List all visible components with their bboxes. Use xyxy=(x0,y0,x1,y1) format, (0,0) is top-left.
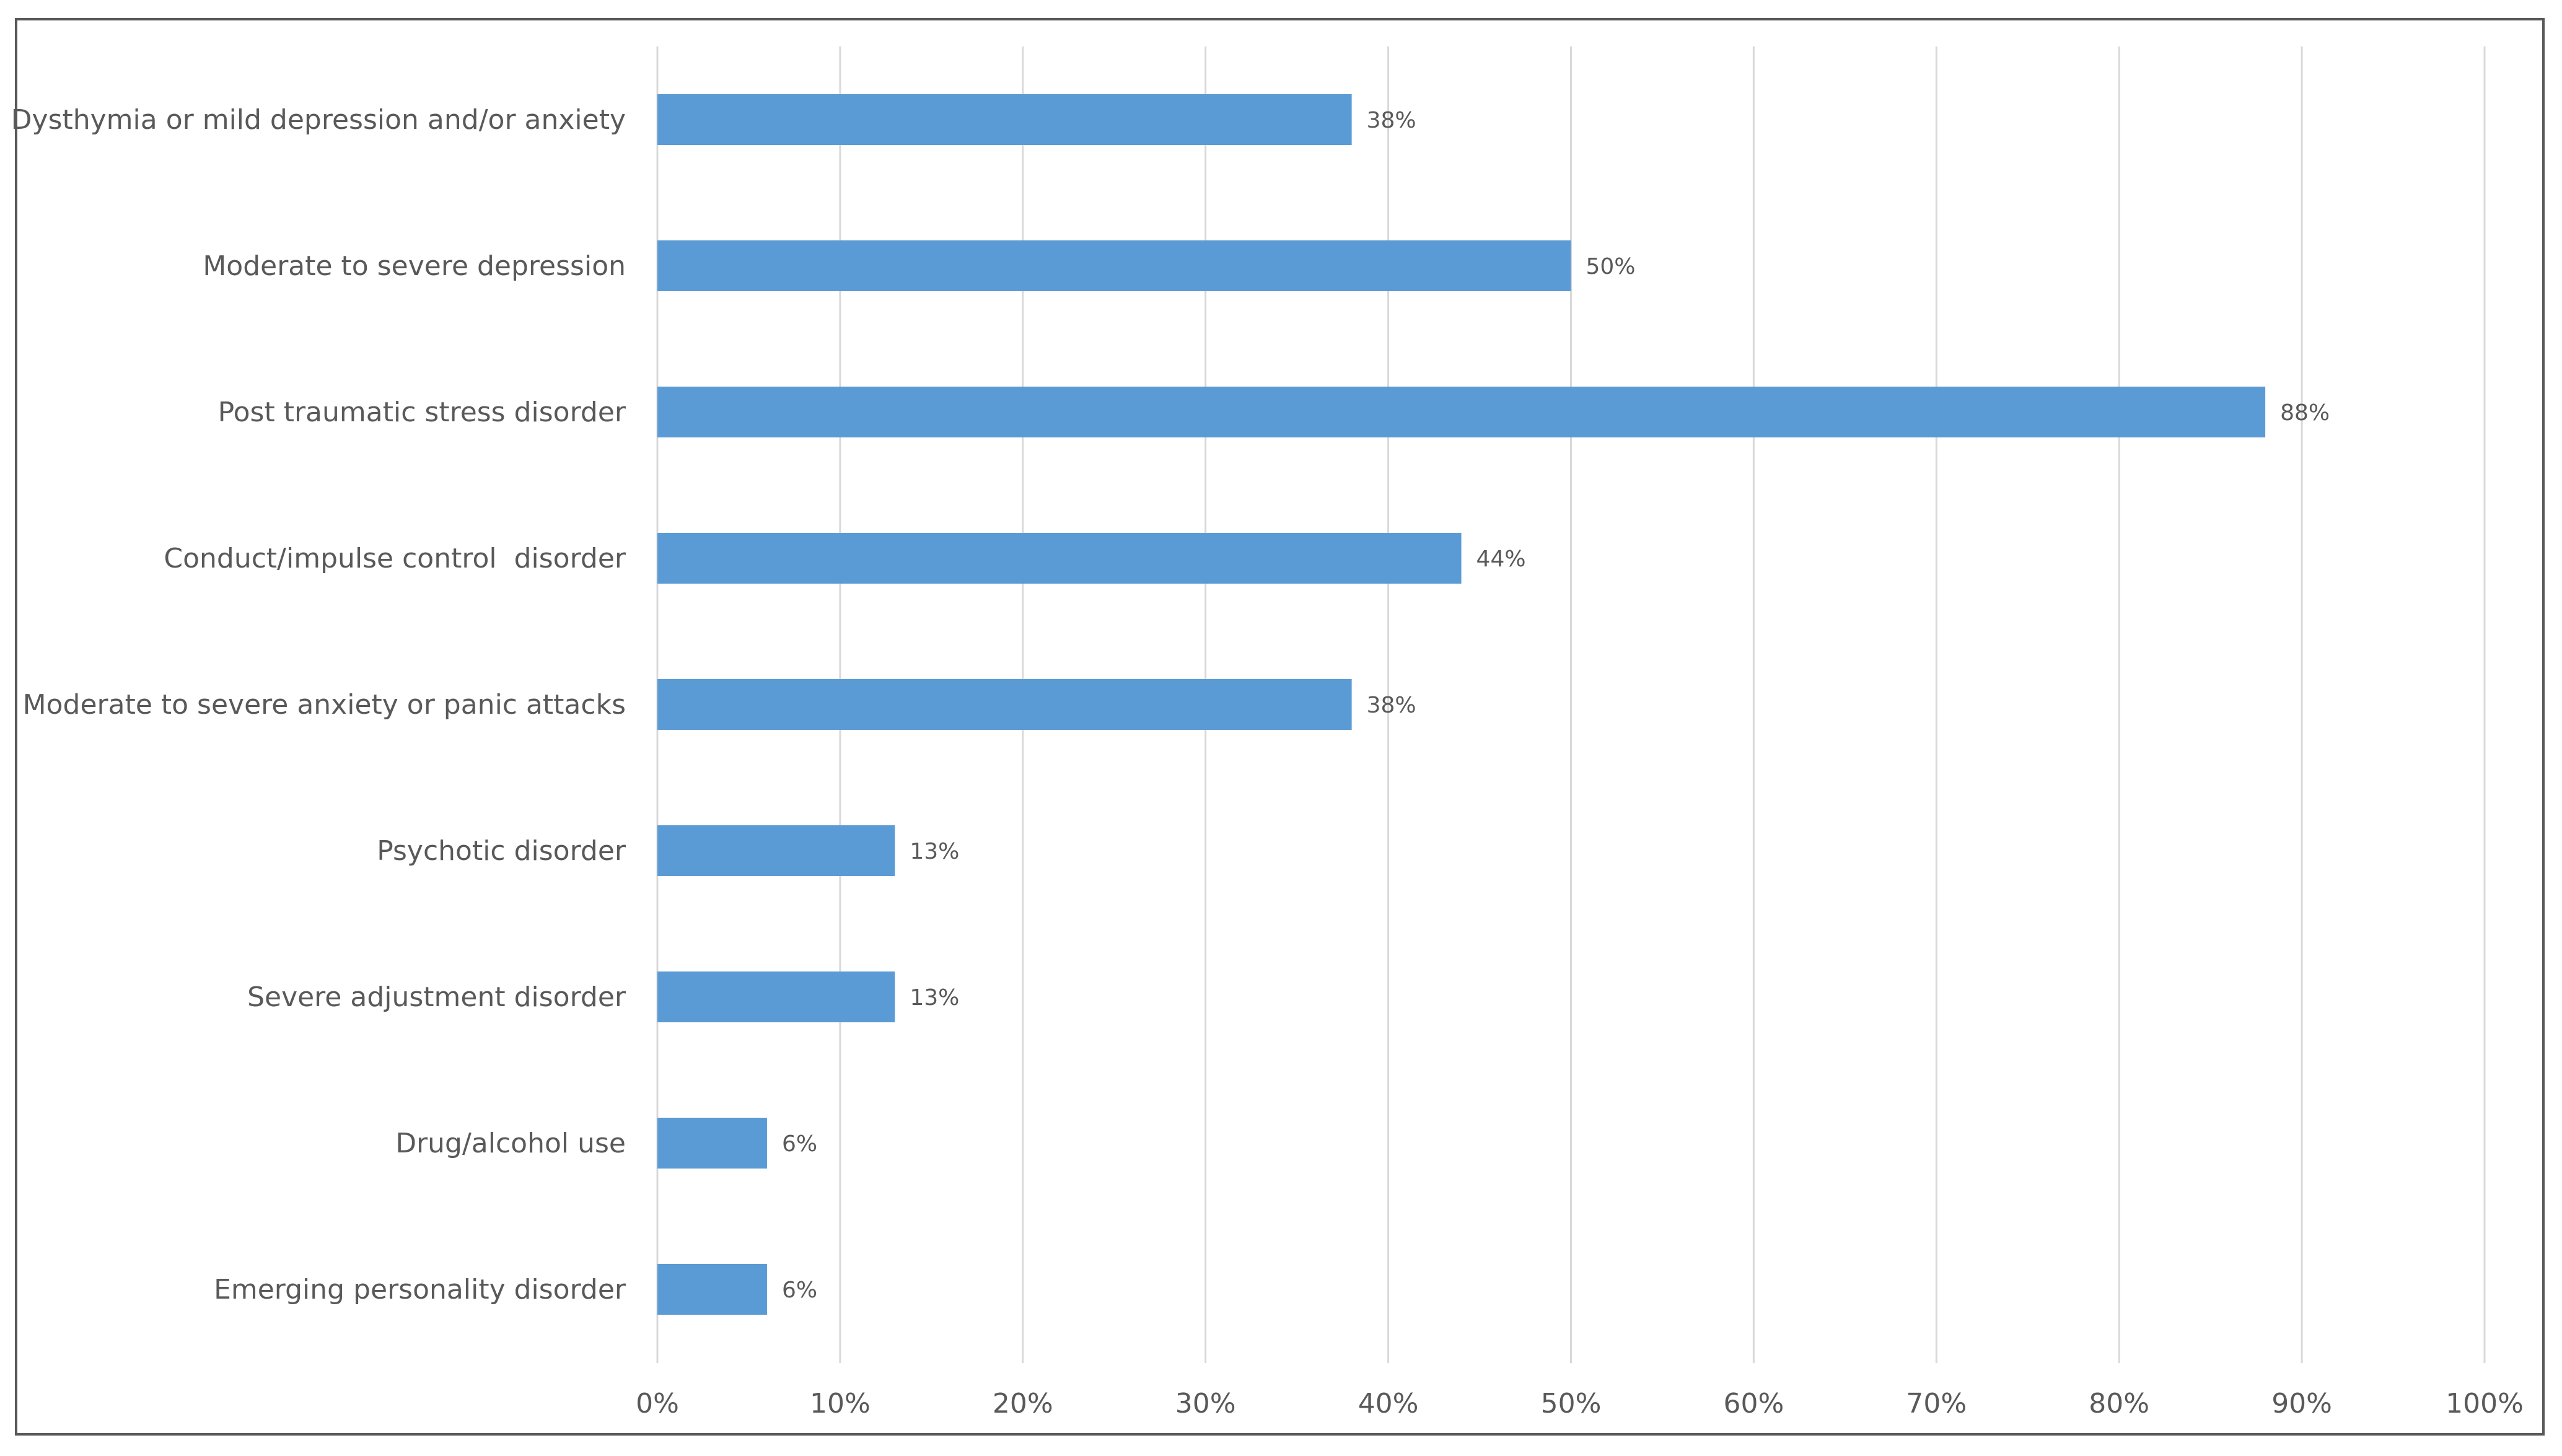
bar xyxy=(657,825,895,876)
bar xyxy=(657,679,1352,730)
data-label: 13% xyxy=(910,985,959,1011)
x-tick-label: 10% xyxy=(810,1388,871,1419)
data-label: 44% xyxy=(1476,546,1526,572)
category-label: Conduct/impulse control disorder xyxy=(164,543,626,574)
x-tick-label: 40% xyxy=(1358,1388,1419,1419)
category-label: Severe adjustment disorder xyxy=(247,981,626,1013)
x-axis-tick-labels: 0% 10% 20% 30% 40% 50% 60% 70% 80% 90% 100% xyxy=(636,1388,2524,1419)
bar xyxy=(657,533,1462,584)
category-label: Dysthymia or mild depression and/or anxi… xyxy=(11,104,626,136)
bar xyxy=(657,240,1571,291)
bar xyxy=(657,387,2266,437)
data-label: 38% xyxy=(1367,693,1416,718)
x-tick-label: 60% xyxy=(1724,1388,1784,1419)
data-label: 88% xyxy=(2280,400,2330,426)
x-tick-label: 20% xyxy=(993,1388,1053,1419)
data-label: 38% xyxy=(1367,108,1416,133)
data-labels: 38% 50% 88% 44% 38% 13% 13% 6% 6% xyxy=(782,108,2330,1303)
data-label: 6% xyxy=(782,1278,817,1303)
bar xyxy=(657,1264,767,1315)
x-tick-label: 0% xyxy=(636,1388,679,1419)
category-label: Psychotic disorder xyxy=(377,835,626,867)
x-tick-label: 50% xyxy=(1541,1388,1602,1419)
data-label: 50% xyxy=(1586,254,1636,279)
category-label: Moderate to severe anxiety or panic atta… xyxy=(23,689,626,721)
category-label: Post traumatic stress disorder xyxy=(218,397,626,428)
category-labels: Dysthymia or mild depression and/or anxi… xyxy=(11,104,626,1305)
bars xyxy=(657,94,2266,1315)
x-tick-label: 80% xyxy=(2089,1388,2149,1419)
data-label: 6% xyxy=(782,1131,817,1157)
x-tick-label: 90% xyxy=(2271,1388,2332,1419)
bar xyxy=(657,1118,767,1169)
x-tick-label: 100% xyxy=(2446,1388,2524,1419)
x-tick-label: 70% xyxy=(1906,1388,1967,1419)
data-label: 13% xyxy=(910,839,959,864)
bar xyxy=(657,94,1352,145)
bar xyxy=(657,971,895,1022)
x-tick-label: 30% xyxy=(1175,1388,1236,1419)
category-label: Emerging personality disorder xyxy=(214,1274,626,1305)
category-label: Moderate to severe depression xyxy=(203,250,626,282)
category-label: Drug/alcohol use xyxy=(395,1128,626,1159)
